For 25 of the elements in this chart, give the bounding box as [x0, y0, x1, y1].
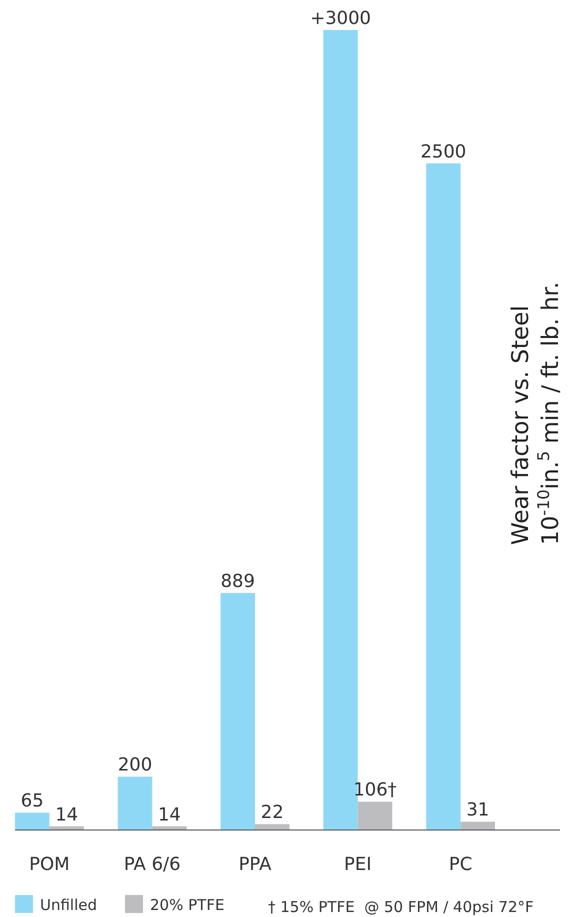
- x-tick-label: PA 6/6: [124, 854, 181, 875]
- bar: [255, 824, 290, 830]
- bar: [15, 812, 50, 830]
- data-label: +3000: [310, 8, 372, 29]
- data-label: 200: [118, 754, 152, 776]
- bar: [460, 822, 495, 830]
- data-label: 2500: [420, 141, 466, 162]
- text: † 15% PTFE @ 50 FPM / 40psi 72°F: [268, 898, 534, 916]
- data-label: 31: [466, 800, 490, 821]
- x-tick-label: PPA: [238, 854, 272, 875]
- data-label: 106†: [353, 780, 397, 801]
- x-tick-label: PC: [448, 854, 472, 875]
- x-tick-label: POM: [29, 854, 70, 875]
- bar: [220, 592, 255, 830]
- data-label: 22: [260, 802, 284, 824]
- bar: [426, 163, 461, 830]
- legend-label: Unfilled: [40, 896, 98, 914]
- legend-label: 20% PTFE: [150, 896, 224, 914]
- data-label: 65: [20, 790, 44, 812]
- data-label: 889: [220, 570, 255, 592]
- data-label: 14: [158, 804, 181, 826]
- data-label: 14: [55, 804, 78, 826]
- x-tick-label: PEI: [344, 854, 372, 875]
- bar: [358, 802, 392, 830]
- bar: [118, 776, 152, 830]
